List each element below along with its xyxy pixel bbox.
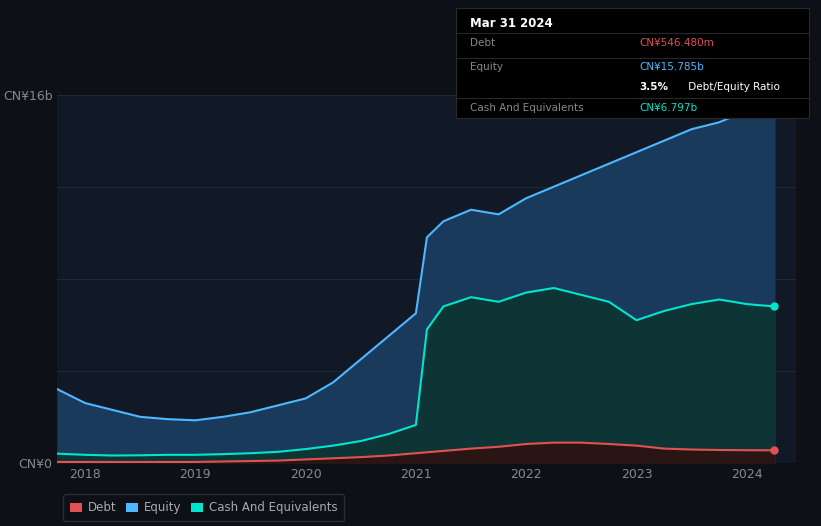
Text: CN¥15.785b: CN¥15.785b [640, 62, 704, 72]
Text: Debt/Equity Ratio: Debt/Equity Ratio [686, 82, 780, 92]
Text: Debt: Debt [470, 38, 495, 48]
Text: 3.5%: 3.5% [640, 82, 668, 92]
Text: Equity: Equity [470, 62, 502, 72]
Text: CN¥546.480m: CN¥546.480m [640, 38, 714, 48]
Text: CN¥6.797b: CN¥6.797b [640, 103, 697, 113]
Text: Cash And Equivalents: Cash And Equivalents [470, 103, 584, 113]
Legend: Debt, Equity, Cash And Equivalents: Debt, Equity, Cash And Equivalents [63, 494, 344, 521]
Text: Mar 31 2024: Mar 31 2024 [470, 17, 553, 30]
